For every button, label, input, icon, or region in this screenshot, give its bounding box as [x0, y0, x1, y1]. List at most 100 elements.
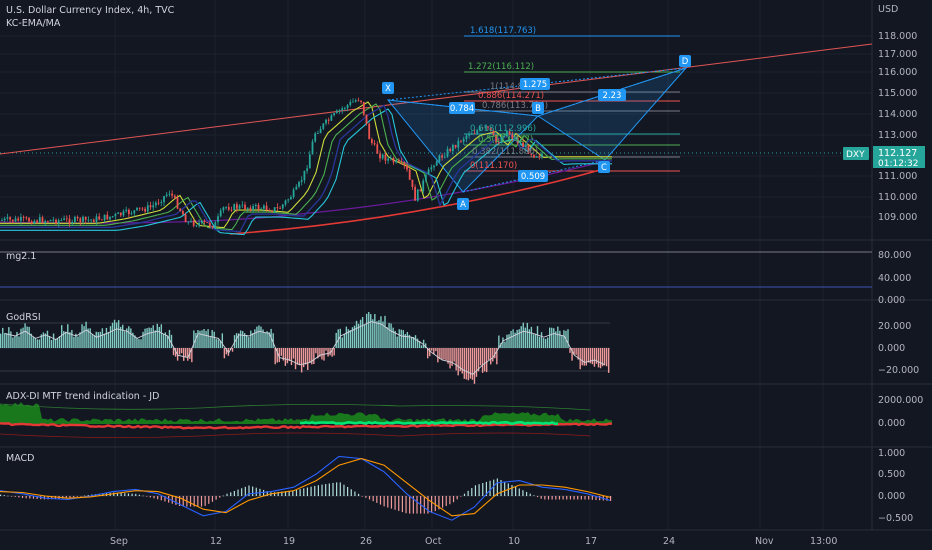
candle-body — [425, 174, 427, 181]
macd-histogram-bar — [376, 496, 378, 503]
rsi-bar — [345, 326, 348, 348]
rsi-bar — [46, 330, 49, 348]
candle-body — [430, 167, 433, 170]
candle-body — [354, 100, 357, 102]
rsi-bar — [333, 348, 335, 356]
rsi-bar — [239, 330, 242, 348]
candle-body — [317, 133, 319, 134]
macd-histogram-bar — [500, 479, 502, 496]
macd-histogram-bar — [460, 496, 462, 497]
rsi-bar — [490, 348, 492, 365]
rsi-bar — [585, 348, 587, 366]
candle-body — [95, 216, 98, 223]
candle-body — [368, 123, 371, 140]
rsi-bar — [237, 333, 240, 348]
rsi-bar — [34, 337, 36, 348]
rsi-bar — [38, 339, 41, 348]
macd-histogram-bar — [303, 488, 305, 496]
moving-averages — [0, 101, 612, 236]
rsi-bar — [380, 316, 382, 348]
rsi-bar — [422, 339, 425, 348]
macd-histogram-bar — [467, 490, 469, 496]
rsi-bar — [469, 348, 472, 379]
macd-histogram-bar — [237, 489, 239, 496]
rsi-bar — [361, 317, 364, 348]
time-tick: 13:00 — [810, 536, 837, 547]
rsi-bar — [30, 333, 32, 348]
macd-histogram-bar — [551, 496, 553, 500]
rsi-bar — [122, 324, 124, 348]
macd-histogram-bar — [73, 496, 75, 498]
candle-body — [38, 217, 41, 223]
rsi-bar — [95, 331, 97, 348]
rsi-bar — [459, 348, 461, 372]
macd-histogram-bar — [266, 491, 268, 496]
macd-histogram-bar — [511, 485, 513, 496]
macd-histogram-bar — [368, 496, 371, 500]
rsi-tick: 20.000 — [878, 321, 911, 332]
candle-body — [476, 130, 479, 134]
rsi-bar — [185, 348, 187, 358]
rsi-bar — [172, 348, 175, 356]
rsi-bar — [372, 319, 374, 348]
macd-histogram-bar — [244, 486, 246, 496]
rsi-bar — [2, 327, 4, 348]
rsi-bar — [573, 348, 575, 355]
candle-body — [516, 137, 519, 143]
candle-body — [11, 219, 14, 222]
candle-body — [9, 217, 11, 220]
ma-navy-line — [0, 104, 612, 233]
candle-body — [249, 207, 252, 211]
rsi-bar — [514, 332, 516, 348]
macd-histogram-bar — [471, 487, 473, 496]
candle-body — [63, 218, 65, 220]
macd-histogram-bar — [208, 496, 210, 504]
macd-histogram-bar — [10, 496, 13, 497]
signal-line — [0, 458, 611, 517]
candle-body — [103, 214, 106, 221]
candle-body — [427, 169, 430, 175]
candle-body — [79, 218, 82, 222]
candle-body — [198, 222, 200, 226]
candle-body — [101, 219, 103, 221]
macd-histogram-bar — [142, 495, 144, 497]
candle-body — [511, 134, 514, 139]
rsi-bar — [217, 339, 219, 348]
macd-histogram-bar — [533, 495, 535, 496]
rsi-bar — [99, 331, 102, 348]
rsi-bar — [445, 348, 447, 361]
rsi-bar — [368, 312, 370, 348]
rsi-bar — [91, 334, 93, 348]
macd-histogram-bar — [36, 496, 38, 499]
candle-body — [163, 196, 165, 203]
rsi-bar — [553, 328, 555, 348]
rsi-bar — [158, 326, 160, 348]
rsi-bar — [4, 333, 6, 348]
rsi-bar — [435, 348, 437, 352]
macd-histogram-bar — [350, 489, 352, 496]
macd-histogram-bar — [456, 496, 458, 500]
candle-body — [246, 207, 249, 210]
macd-histogram-bar — [452, 496, 455, 503]
candle-body — [330, 115, 333, 121]
rsi-bar — [77, 336, 79, 348]
rsi-bar — [140, 339, 142, 348]
candle-body — [319, 128, 322, 134]
rsi-bar — [404, 334, 407, 348]
rsi-bar — [28, 326, 30, 348]
rsi-bar — [292, 348, 295, 359]
rsi-bar — [593, 348, 596, 367]
rsi-bar — [355, 320, 358, 348]
macd-histogram-bar — [277, 491, 279, 496]
candle-body — [481, 127, 484, 129]
macd-histogram-bar — [317, 485, 319, 496]
rsi-bar — [520, 326, 522, 348]
adx-panel-title: ADX-DI MTF trend indication - JD — [6, 391, 159, 402]
fib-level-label: 1(114.8 — [490, 82, 523, 92]
rsi-bar — [601, 348, 604, 367]
candle-body — [281, 204, 284, 209]
candle-body — [541, 153, 543, 157]
rsi-bar — [203, 329, 205, 348]
macd-histogram-bar — [412, 496, 414, 514]
